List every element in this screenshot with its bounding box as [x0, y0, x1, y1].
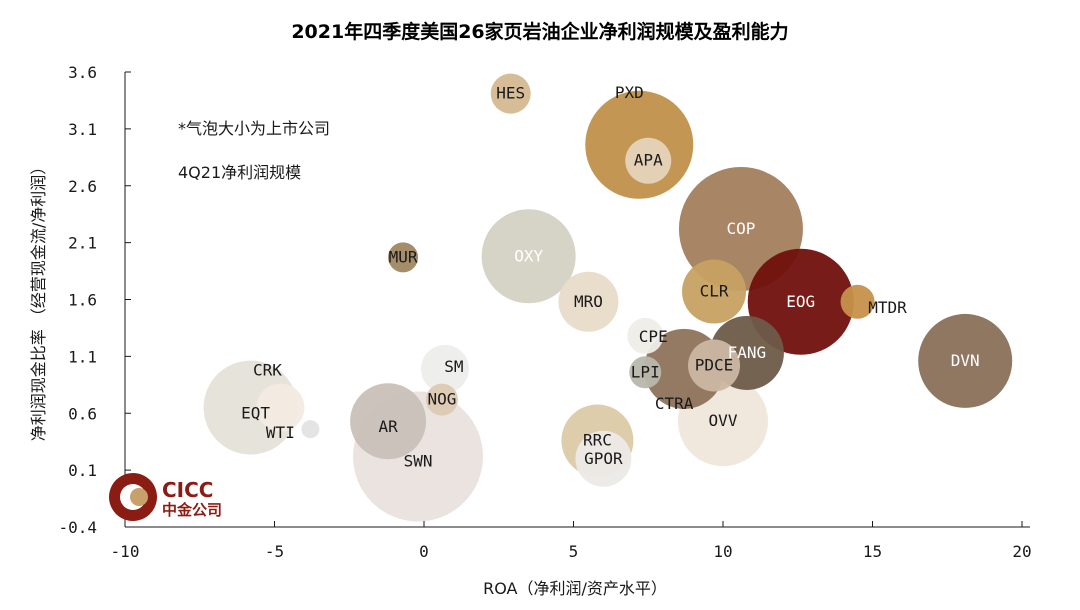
bubble-label-mur: MUR — [389, 247, 418, 266]
cicc-logo-gold — [130, 488, 148, 506]
bubble-nog — [425, 383, 458, 416]
bubble-label-swn: SWN — [404, 451, 433, 470]
axes-layer: -0.4 0.1 0.6 1.1 1.6 2.1 2.6 3.1 3.6 -10 -5 0 5 10 15 2… — [58, 63, 1031, 561]
bubble-dvn — [918, 313, 1013, 408]
bubble-label-nog: NOG — [427, 390, 456, 409]
x-tick-label: -5 — [265, 542, 284, 561]
bubble-lpi — [629, 356, 662, 389]
bubble-label-eog: EOG — [786, 292, 815, 311]
bubble-label-pdce: PDCE — [695, 355, 734, 374]
x-tick-label: 20 — [1012, 542, 1031, 561]
y-tick-label: 1.6 — [68, 291, 97, 310]
bubble-label-sm: SM — [444, 357, 463, 376]
bubble-label-crk: CRK — [253, 361, 282, 380]
bubble-label-gpor: GPOR — [584, 449, 623, 468]
bubble-crk — [256, 383, 305, 432]
bubble-label-oxy: OXY — [514, 246, 543, 265]
bubble-eqt — [203, 360, 298, 455]
bubble-wti — [301, 420, 320, 439]
bubble-cpe — [627, 317, 664, 354]
bubble-label-clr: CLR — [700, 282, 729, 301]
bubble-pdce — [688, 339, 741, 392]
x-tick-label: 15 — [863, 542, 882, 561]
y-tick-label: 0.6 — [68, 404, 97, 423]
bubble-label-wti: WTI — [266, 423, 295, 442]
bubble-hes — [490, 73, 531, 114]
x-tick-label: -10 — [111, 542, 140, 561]
bubble-label-ctra: CTRA — [655, 394, 694, 413]
x-tick-label: 5 — [569, 542, 579, 561]
bubble-label-ovv: OVV — [709, 411, 738, 430]
bubble-gpor — [575, 430, 632, 487]
logo-sub-text: 中金公司 — [162, 501, 222, 519]
bubble-label-dvn: DVN — [951, 351, 980, 370]
bubble-sm — [420, 344, 469, 393]
bubble-label-cop: COP — [726, 219, 755, 238]
annotation-note-1: *气泡大小为上市公司 — [178, 119, 330, 138]
bubble-label-rrc: RRC — [583, 431, 612, 450]
y-tick-label: 2.1 — [68, 234, 97, 253]
bubble-label-apa: APA — [634, 151, 663, 170]
bubble-label-mtdr: MTDR — [868, 298, 907, 317]
bubble-label-cpe: CPE — [639, 327, 668, 346]
bubble-layer — [203, 73, 1013, 522]
bubble-label-mro: MRO — [574, 292, 603, 311]
bubble-label-eqt: EQT — [241, 404, 270, 423]
bubble-mtdr — [840, 284, 875, 319]
x-axis-label: ROA（净利润/资产水平） — [483, 579, 667, 598]
y-tick-label: 2.6 — [68, 177, 97, 196]
y-tick-label: -0.4 — [58, 518, 97, 537]
bubble-label-ar: AR — [378, 417, 398, 436]
bubble-label-hes: HES — [496, 84, 525, 103]
y-tick-label: 3.6 — [68, 63, 97, 82]
bubble-clr — [682, 259, 747, 324]
bubble-apa — [625, 137, 672, 184]
bubble-ar — [350, 383, 427, 460]
bubble-mur — [388, 242, 419, 273]
y-tick-label: 1.1 — [68, 347, 97, 366]
bubble-label-pxd: PXD — [615, 83, 644, 102]
chart-title: 2021年四季度美国26家页岩油企业净利润规模及盈利能力 — [291, 20, 788, 43]
y-axis-label: 净利润现金比率 （经营现金流/净利润） — [29, 159, 48, 441]
bubble-label-fang: FANG — [728, 343, 767, 362]
logo-mark-text: CICC — [162, 478, 213, 502]
x-tick-label: 10 — [713, 542, 732, 561]
annotation-note-2: 4Q21净利润规模 — [178, 163, 301, 182]
bubble-label-lpi: LPI — [631, 362, 660, 381]
bubble-oxy — [481, 209, 576, 304]
x-tick-label: 0 — [419, 542, 429, 561]
y-tick-label: 3.1 — [68, 120, 97, 139]
y-tick-label: 0.1 — [68, 461, 97, 480]
cicc-logo: CICC 中金公司 — [109, 473, 222, 521]
bubble-mro — [558, 271, 619, 332]
